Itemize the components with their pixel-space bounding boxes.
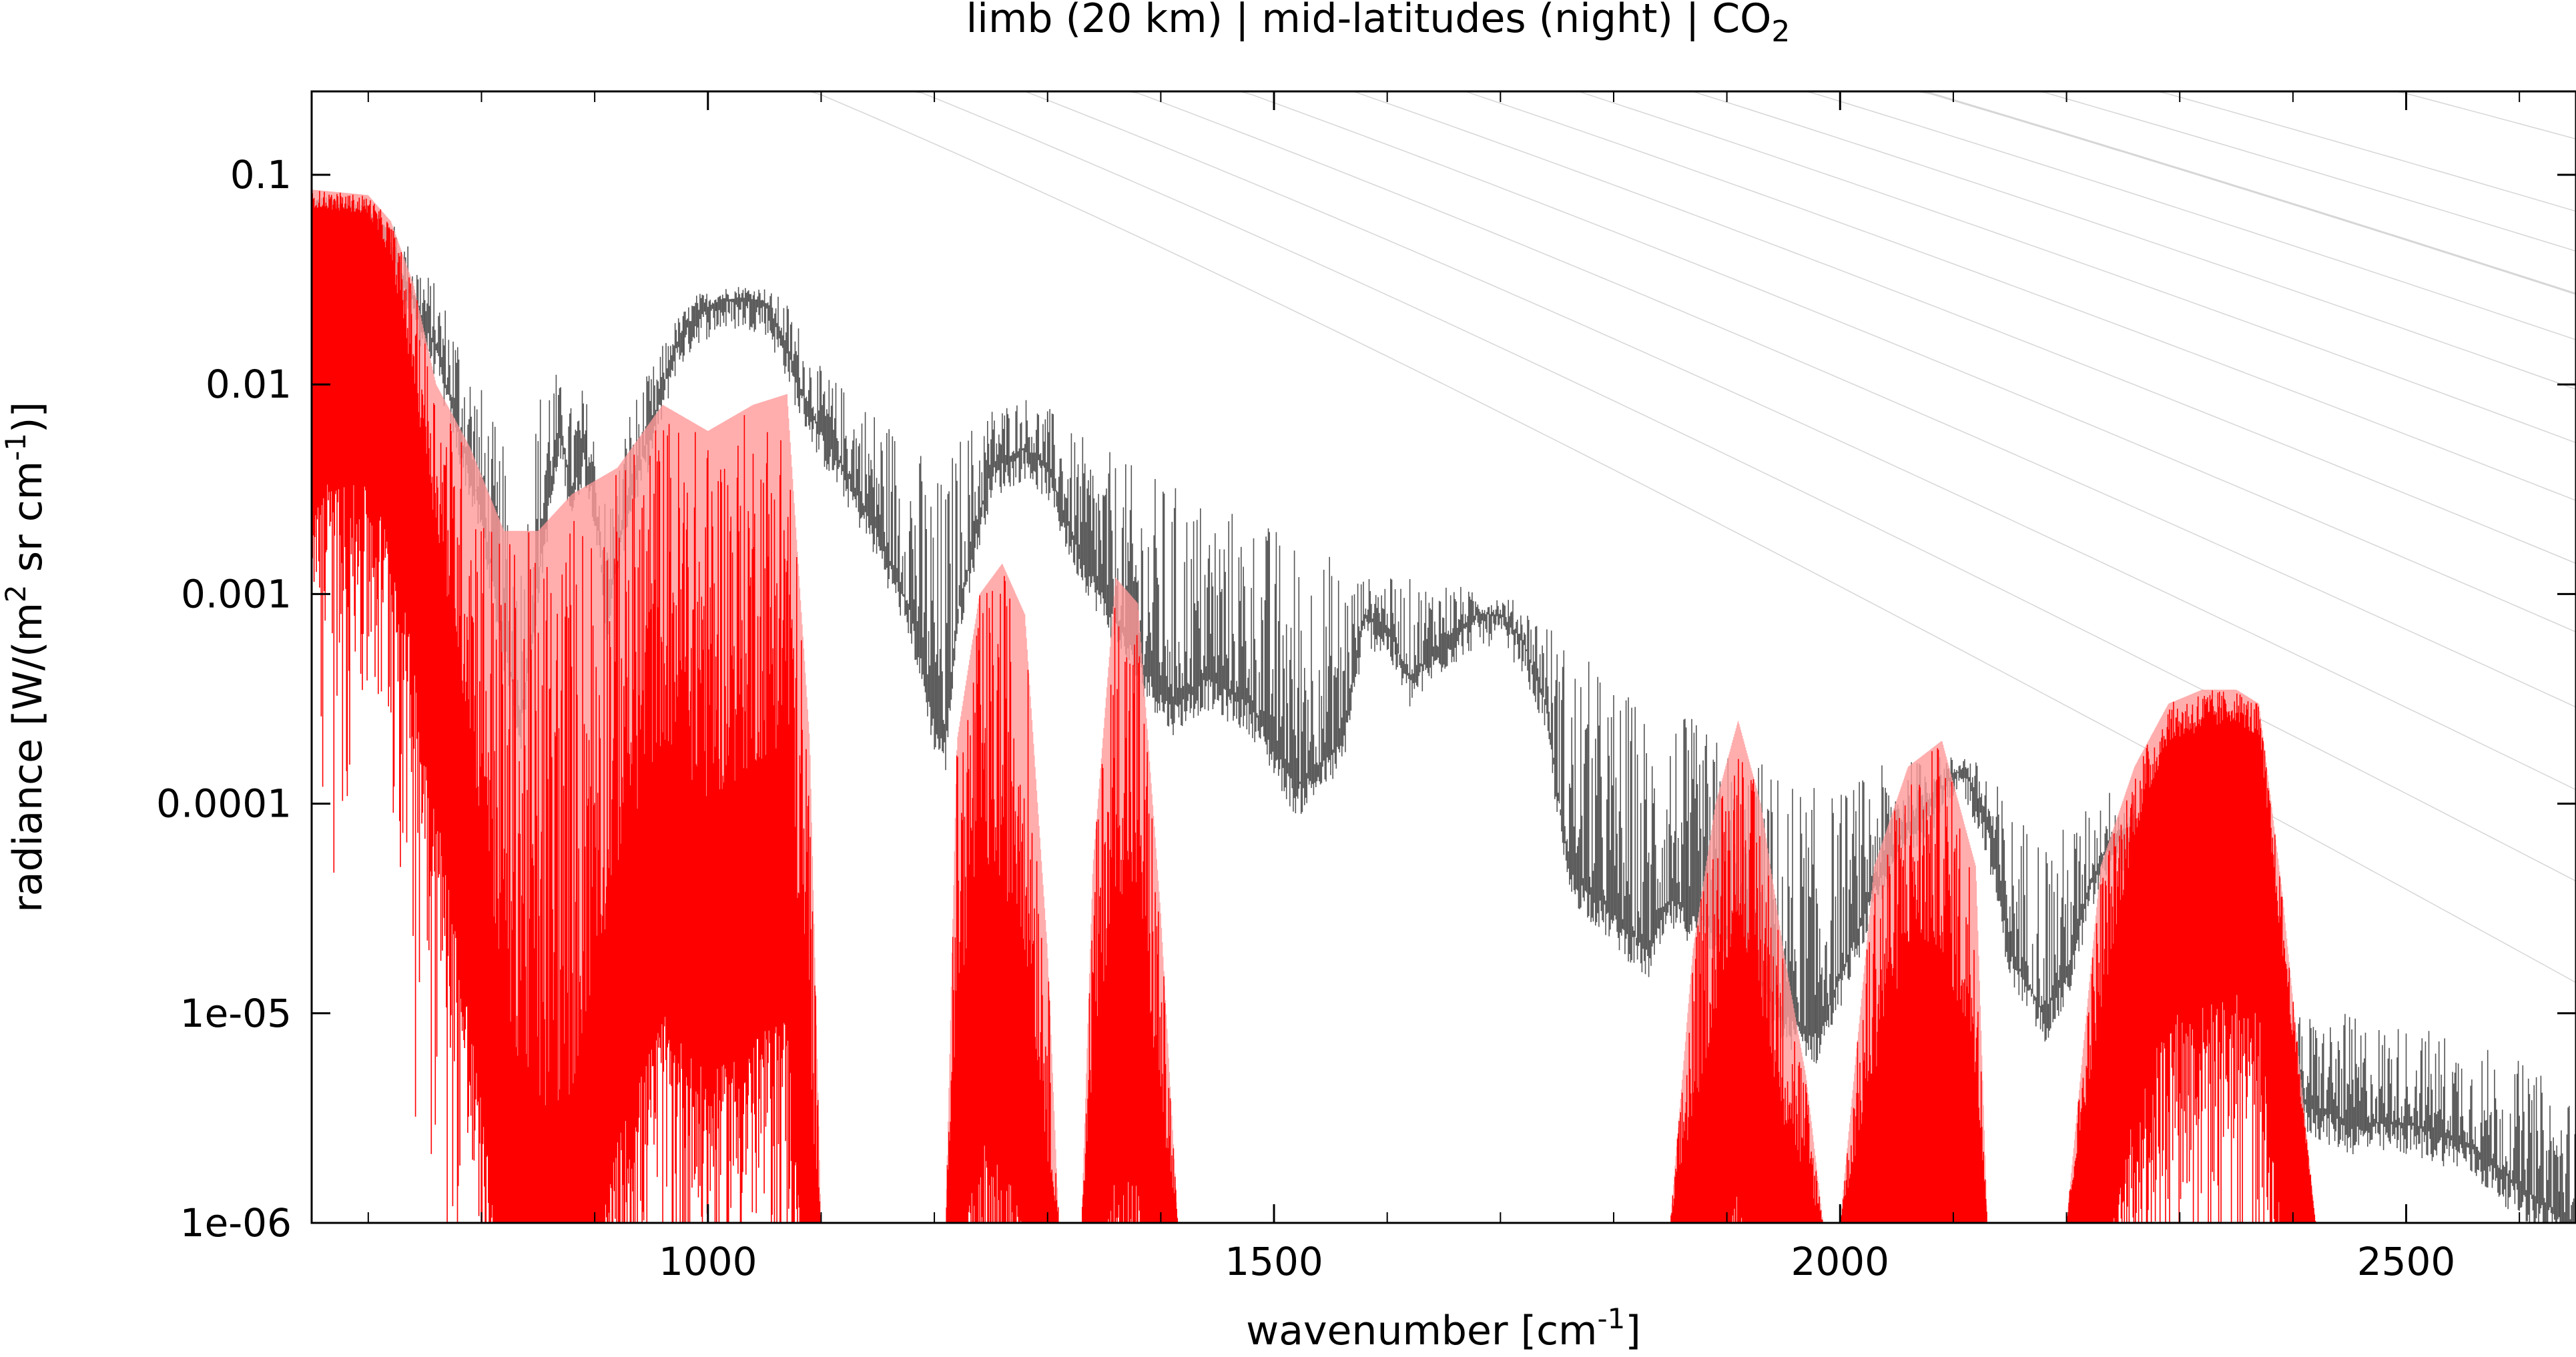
y-tick-label: 0.1 xyxy=(230,152,292,197)
y-tick-label: 0.0001 xyxy=(156,781,292,827)
x-axis-label: wavenumber [cm-1] xyxy=(1246,1302,1641,1354)
plot-frame xyxy=(310,90,2576,1224)
axis-ticks: 1000 1500 2000 2500 0.1 0.01 0.001 0.0001 1e-05 1… xyxy=(156,91,2576,1284)
y-tick-label: 1e-06 xyxy=(180,1200,292,1246)
co2-band-line xyxy=(1840,748,1987,1223)
planck-curve xyxy=(312,91,2576,140)
y-tick-label: 0.01 xyxy=(206,362,292,407)
x-tick-label: 1500 xyxy=(1225,1239,1323,1284)
co2-band-line xyxy=(1082,608,1179,1223)
co2-band-line xyxy=(311,190,822,1223)
co2-band-line xyxy=(2067,690,2316,1223)
x-tick-label: 1000 xyxy=(659,1239,757,1284)
co2-radiance-series xyxy=(311,189,2316,1223)
chart-title: limb (20 km) | mid-latitudes (night) | C… xyxy=(966,0,1791,49)
planck-curve xyxy=(312,90,2576,295)
planck-curve xyxy=(312,91,2576,212)
co2-band-line xyxy=(1670,759,1823,1223)
co2-band-line xyxy=(946,576,1059,1223)
y-tick-label: 1e-05 xyxy=(180,991,292,1036)
x-tick-label: 2000 xyxy=(1791,1239,1889,1284)
planck-curve xyxy=(312,91,2576,390)
y-axis-label: radiance [W/(m2 sr cm-1)] xyxy=(0,402,51,913)
planck-curve xyxy=(312,91,2576,341)
y-tick-label: 0.001 xyxy=(181,571,292,616)
x-tick-label: 2500 xyxy=(2357,1239,2456,1284)
